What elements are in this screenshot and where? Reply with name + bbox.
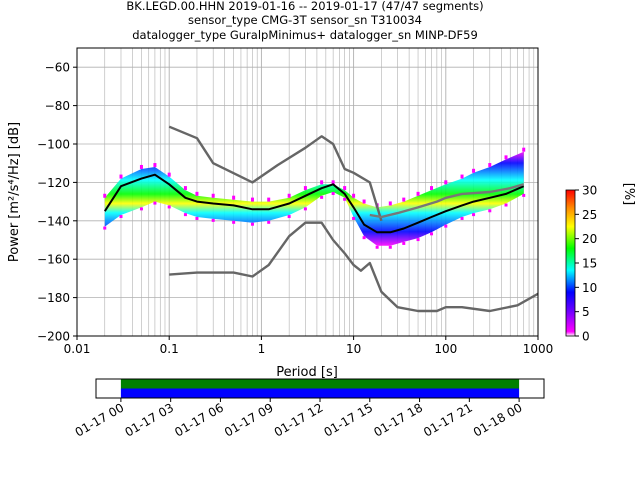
plot-frame [76,47,539,337]
y-tick-label: −60 [45,61,70,75]
timeline-tick-label: 01-17 09 [222,400,276,439]
series-line-3 [369,183,525,219]
x-axis-label: Period [s] [276,365,338,380]
y-tick-label: −100 [37,138,70,152]
timeline-bars [120,379,520,398]
colorbar-ticks: 0 5 10 15 20 25 30 [575,184,597,344]
y-tick-label: −120 [37,176,70,190]
timeline-tick-label: 01-17 12 [272,400,326,439]
timeline-bar-0 [120,379,520,389]
y-axis-label: Power [m²/s⁴/Hz] [dB] [7,122,22,262]
x-tick-label: 0.1 [160,342,179,356]
y-axis-ticks: −200 −180 −160 −140 −120 −100 −80 −60 [37,61,77,344]
x-tick-label: 100 [434,342,457,356]
y-tick-label: −200 [37,330,70,344]
ppsd-plot: 0.01 0.1 1 10 100 1000 −200 −180 −160 −140 −120 −1… [7,47,554,380]
series-line-1 [168,125,383,222]
y-tick-label: −160 [37,253,70,267]
colorbar: 0 5 10 15 20 25 30 [%] [565,183,636,344]
series-line-2 [169,221,538,313]
timeline-tick-label: 01-17 03 [122,400,176,439]
title-line-3: datalogger_type GuralpMinimus+ datalogge… [132,28,478,42]
colorbar-tick-label: 5 [582,305,590,319]
y-tick-label: −180 [37,291,70,305]
x-tick-label: 1 [258,342,266,356]
timeline-tick-label: 01-17 00 [73,400,127,439]
timeline-tick-label: 01-18 00 [471,400,525,439]
x-axis-ticks: 0.01 0.1 1 10 100 1000 [64,336,554,356]
y-tick-label: −140 [37,214,70,228]
timeline-tick-label: 01-17 21 [421,400,475,439]
timeline-tick-label: 01-17 06 [172,400,226,439]
colorbar-tick-label: 0 [582,330,590,344]
title-line-1: BK.LEGD.00.HHN 2019-01-16 -- 2019-01-17 … [126,0,483,13]
x-tick-label: 1000 [523,342,554,356]
chart-title: BK.LEGD.00.HHN 2019-01-16 -- 2019-01-17 … [126,0,483,42]
colorbar-tick-label: 25 [582,208,597,222]
colorbar-label: [%] [621,183,636,206]
series-line-0 [103,173,525,234]
colorbar-tick-label: 10 [582,281,597,295]
timeline-bar-1 [120,388,520,398]
x-tick-label: 0.01 [64,342,91,356]
x-tick-label: 10 [346,342,361,356]
colorbar-tick-label: 20 [582,232,597,246]
colorbar-tick-label: 30 [582,184,597,198]
timeline-tick-label: 01-17 15 [322,400,376,439]
title-line-2: sensor_type CMG-3T sensor_sn T310034 [188,13,422,27]
colorbar-gradient [565,189,576,337]
timeline-tick-label: 01-17 18 [371,400,425,439]
colorbar-tick-label: 15 [582,257,597,271]
y-tick-label: −80 [45,99,70,113]
series-lines [103,125,538,313]
